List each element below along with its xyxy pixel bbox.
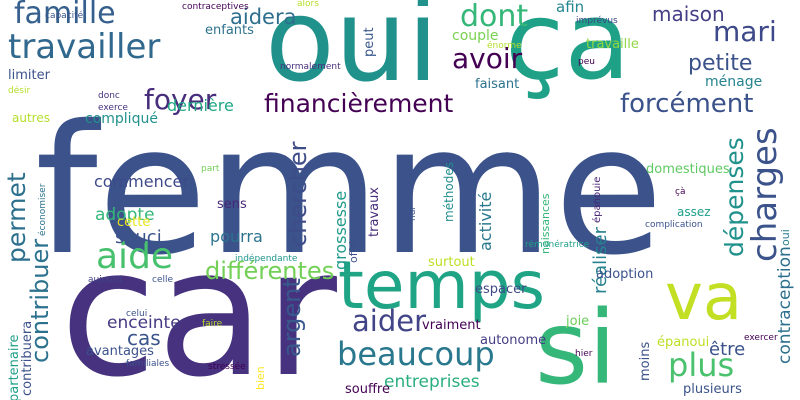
word-aide-10: aide xyxy=(96,236,174,277)
word-car-1: car xyxy=(60,211,337,400)
word-espacer-63: espacer xyxy=(475,282,527,297)
word-complique-49: compliqué xyxy=(85,111,158,127)
word-celle-87: celle xyxy=(152,275,174,285)
word-forcement-16: forcément xyxy=(620,89,754,119)
word-ca-100: çà xyxy=(675,187,686,197)
word-afin-43: afin xyxy=(556,0,585,16)
word-limiter-47: limiter xyxy=(8,68,50,83)
word-aidera-28: aidera xyxy=(230,5,297,29)
word-remuneratrice-94: rémunératrice xyxy=(525,240,590,250)
word-surtout-62: surtout xyxy=(428,255,475,270)
word-enceinte-32: enceinte xyxy=(107,313,181,333)
word-part-85: part xyxy=(201,164,220,174)
word-mari-25: mari xyxy=(713,15,777,48)
word-methodes-55: méthodes xyxy=(442,162,456,222)
word-dont-14: dont xyxy=(460,0,529,34)
word-travailler-7: travailler xyxy=(8,27,161,67)
word-permet-24: permet xyxy=(2,172,31,263)
word-cas-35: cas xyxy=(127,326,161,350)
word-argent-20: argent xyxy=(278,278,306,357)
word-stressee-89: stressée xyxy=(208,362,246,372)
word-peut-42: peut xyxy=(362,27,377,57)
word-oui-60: oui xyxy=(779,229,792,246)
word-peu-98: peu xyxy=(578,57,595,67)
word-commencer-50: commencer xyxy=(94,172,189,191)
word-charges-12: charges xyxy=(745,127,785,262)
word-beaucoup-9: beaucoup xyxy=(337,335,495,373)
word-si-5: si xyxy=(535,289,617,400)
word-normalement-82: normalement xyxy=(280,62,341,72)
word-economiser-75: économiser xyxy=(38,183,48,236)
word-femme-0: femme xyxy=(35,87,664,294)
word-maison-26: maison xyxy=(652,2,725,26)
word-souffre-70: souffre xyxy=(345,382,390,397)
word-menage-40: ménage xyxy=(705,74,763,90)
word-temps-4: temps xyxy=(338,247,546,324)
word-exercer-96: exercer xyxy=(744,333,778,343)
word-domestiques-58: domestiques xyxy=(646,162,730,177)
word-epanoui-67: épanoui xyxy=(657,335,710,350)
word-aujourd-86: aujourd xyxy=(88,275,123,285)
word-ca-3: ça xyxy=(505,0,631,104)
word-realiser-30: réaliser xyxy=(590,227,611,294)
word-bien-71: bien xyxy=(254,366,267,390)
word-autonome-65: autonome xyxy=(480,333,547,348)
word-autres-77: autres xyxy=(12,111,50,125)
word-moins-68: moins xyxy=(638,341,653,381)
word-avoir-15: avoir xyxy=(452,42,523,75)
word-petite-27: petite xyxy=(688,51,753,76)
word-derniere-41: dernière xyxy=(167,96,234,115)
word-entreprises-31: entreprises xyxy=(384,372,480,392)
word-hui-92: hui xyxy=(408,207,418,221)
word-celui-91: celui xyxy=(126,309,148,319)
word-contraceptives-80: contraceptives xyxy=(182,2,249,12)
word-faisant-48: faisant xyxy=(475,77,520,92)
word-joie-66: joie xyxy=(566,314,590,329)
word-chercher-23: chercher xyxy=(284,141,312,247)
word-va-6: va xyxy=(665,261,743,335)
word-imprevus-99: imprévus xyxy=(576,16,618,26)
word-financierement-13: financièrement xyxy=(264,89,454,118)
word-donc-83: donc xyxy=(98,91,120,101)
word-plusieurs-69: plusieurs xyxy=(683,382,742,397)
word-enfants-46: enfants xyxy=(205,23,254,38)
word-epanouie-57: épanouie xyxy=(592,176,603,223)
word-depenses-17: dépenses xyxy=(720,137,749,257)
word-souci-37: souci xyxy=(115,227,162,248)
word-sens-52: sens xyxy=(217,197,247,212)
word-capacite-79: capacité xyxy=(45,11,84,21)
word-travaux-53: travaux xyxy=(367,186,382,237)
word-independante-76: indépendante xyxy=(235,254,298,264)
word-faire-90: faire xyxy=(202,319,223,329)
word-differentes-21: différentes xyxy=(205,257,335,285)
word-avantages-72: avantages xyxy=(86,344,154,359)
word-complication-93: complication xyxy=(645,220,703,230)
word-hier-95: hier xyxy=(575,349,593,359)
word-plus-11: plus xyxy=(668,346,735,384)
word-assez-59: assez xyxy=(677,205,711,219)
word-pourra-39: pourra xyxy=(210,227,263,246)
word-vraiment-64: vraiment xyxy=(422,318,481,333)
word-familiales-88: familiales xyxy=(126,359,170,369)
word-aider-19: aider xyxy=(352,304,427,338)
word-desir-78: désir xyxy=(8,86,31,96)
word-enorme-97: énorme xyxy=(487,41,522,51)
word-foyer-18: foyer xyxy=(144,83,217,116)
word-adopte-38: adopte xyxy=(95,205,155,225)
word-contribuera-74: contribuera xyxy=(20,320,35,396)
word-travaille-45: travaille xyxy=(586,37,639,52)
word-famille-8: famille xyxy=(14,0,116,31)
word-cette-51: cette xyxy=(117,215,151,230)
word-alors-81: alors xyxy=(297,0,319,9)
word-etre-36: être xyxy=(709,339,746,360)
word-couple-44: couple xyxy=(452,28,499,44)
word-oui-2: oui xyxy=(265,0,439,107)
word-exerce-84: exerce xyxy=(98,103,128,113)
word-activite-34: activité xyxy=(476,191,495,251)
word-contraception-29: contraception xyxy=(775,246,795,364)
word-adoption-61: adoption xyxy=(596,267,654,282)
word-offrir-54: offrir xyxy=(347,236,360,263)
